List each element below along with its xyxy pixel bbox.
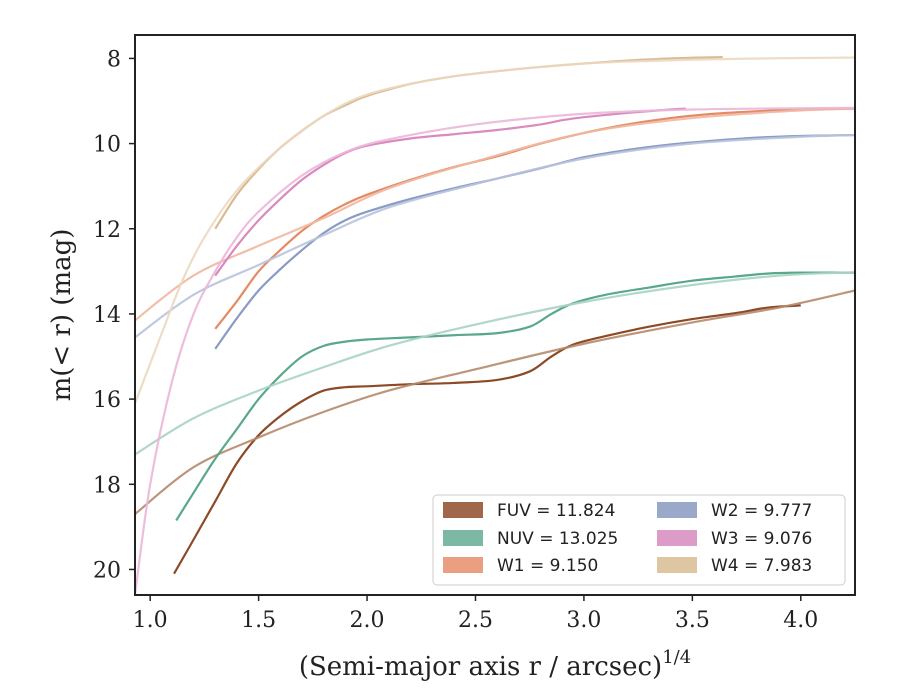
series-line-w2 (214, 133, 855, 350)
series-line-nuv (175, 271, 855, 522)
legend-label-w2: W2 = 9.777 (711, 501, 812, 521)
y-tick-label: 12 (93, 218, 121, 243)
series-line-fuv-fit (135, 289, 855, 515)
series-line-nuv-fit (135, 271, 855, 456)
y-tick-label: 14 (93, 303, 121, 328)
x-tick-label: 1.5 (241, 608, 276, 633)
legend: FUV = 11.824 NUV = 13.025 W1 = 9.150 W2 = 9… (432, 494, 846, 586)
legend-swatch-nuv (443, 530, 483, 546)
legend-label-w1: W1 = 9.150 (497, 556, 598, 576)
x-axis-title: (Semi-major axis r / arcsec)1/4 (299, 647, 691, 682)
y-tick-label: 20 (93, 558, 121, 583)
x-tick-label: 3.5 (675, 608, 710, 633)
series-layer (135, 56, 855, 595)
legend-swatch-w3 (657, 530, 697, 546)
series-line-w1-fit (135, 107, 855, 322)
y-tick-label: 16 (93, 388, 121, 413)
y-tick-label: 8 (107, 47, 121, 72)
x-tick-label: 2.5 (458, 608, 493, 633)
legend-swatch-w4 (657, 557, 697, 573)
legend-label-w4: W4 = 7.983 (711, 556, 812, 576)
series-line-w3-fit (135, 106, 855, 595)
series-line-w2-fit (135, 133, 855, 339)
x-axis-title-exponent: 1/4 (662, 647, 691, 668)
y-axis-ticks: 8 10 12 14 16 18 20 (93, 47, 135, 583)
x-axis-title-text: (Semi-major axis r / arcsec) (299, 652, 662, 682)
y-tick-label: 10 (93, 133, 121, 158)
legend-swatch-w2 (657, 502, 697, 518)
y-tick-label: 18 (93, 473, 121, 498)
legend-label-nuv: NUV = 13.025 (497, 529, 618, 549)
legend-label-w3: W3 = 9.076 (711, 529, 812, 549)
legend-swatch-w1 (443, 557, 483, 573)
legend-label-fuv: FUV = 11.824 (497, 501, 615, 521)
series-line-w4-fit (135, 56, 855, 404)
legend-frame (432, 494, 846, 586)
x-tick-label: 3.0 (566, 608, 601, 633)
y-axis-title: m(< r) (mag) (47, 229, 77, 402)
x-tick-label: 4.0 (783, 608, 818, 633)
series-line-w3 (214, 107, 686, 277)
x-tick-label: 1.0 (133, 608, 168, 633)
x-tick-label: 2.0 (350, 608, 385, 633)
x-axis-ticks: 1.0 1.5 2.0 2.5 3.0 3.5 4.0 (133, 595, 818, 633)
legend-swatch-fuv (443, 502, 483, 518)
plot-frame (134, 34, 856, 596)
series-line-fuv (173, 304, 801, 575)
